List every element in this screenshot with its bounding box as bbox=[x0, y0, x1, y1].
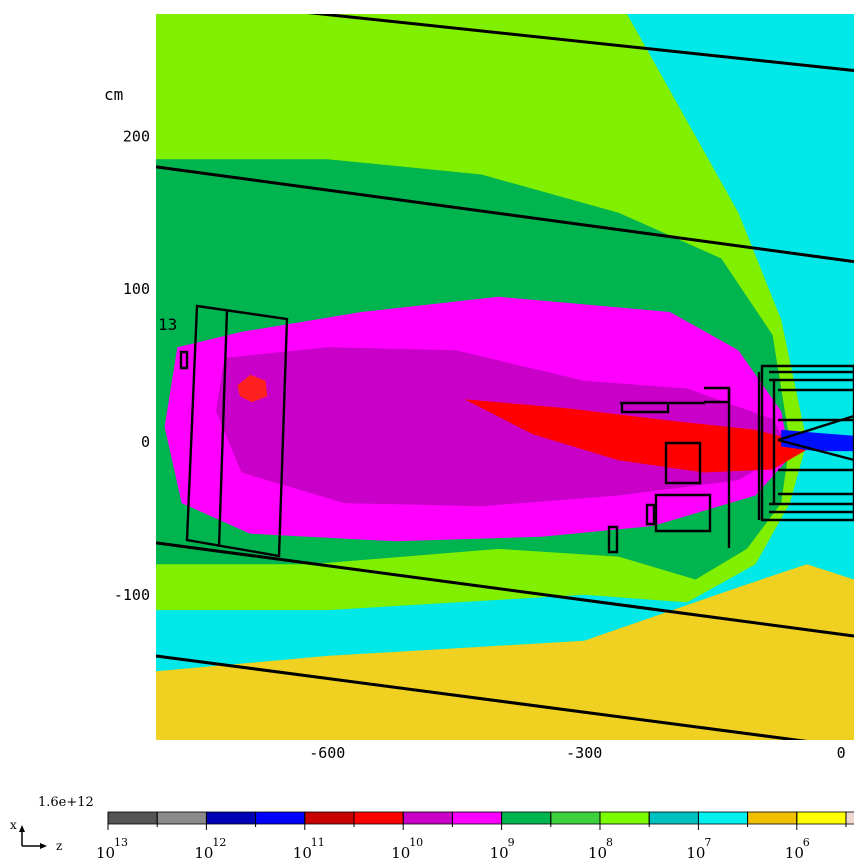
colorbar-segment bbox=[698, 811, 749, 825]
colorbar-label-base: 10 bbox=[686, 844, 705, 862]
heatmap-region-6 bbox=[464, 399, 807, 473]
region-annotation: 13 bbox=[158, 315, 177, 334]
x-tick-label: -300 bbox=[566, 744, 602, 762]
geometry-outline-7 bbox=[664, 441, 702, 485]
y-tick-label: 200 bbox=[123, 127, 150, 145]
geometry-line-0 bbox=[156, 165, 854, 264]
heatmap-region-7 bbox=[237, 374, 268, 403]
y-tick-label: 0 bbox=[141, 433, 150, 451]
colorbar-segment bbox=[304, 811, 355, 825]
heatmap-region-5 bbox=[216, 347, 790, 507]
colorbar-segment bbox=[796, 811, 847, 825]
colorbar-segment bbox=[107, 811, 158, 825]
geometry-lines bbox=[156, 14, 854, 740]
colorbar-segment bbox=[648, 811, 699, 825]
colorbar-segment bbox=[747, 811, 798, 825]
colorbar-label-base: 10 bbox=[391, 844, 410, 862]
colorbar-segment bbox=[255, 811, 306, 825]
y-tick-label: -100 bbox=[114, 586, 150, 604]
geometry-outline-16 bbox=[777, 414, 854, 462]
geometry-outline-4 bbox=[620, 403, 670, 414]
geometry-line-1 bbox=[156, 541, 854, 638]
geometry-outline-0 bbox=[185, 304, 289, 558]
colorbar-label-exponent: 6 bbox=[803, 836, 810, 849]
geometry-outline-15 bbox=[778, 388, 854, 496]
colorbar-label-exponent: 8 bbox=[606, 836, 613, 849]
colorbar-label-base: 10 bbox=[588, 844, 607, 862]
colorbar-segment bbox=[205, 811, 256, 825]
geometry-boxes bbox=[179, 304, 854, 558]
geometry-outline-2 bbox=[179, 350, 189, 370]
colorbar-label-base: 10 bbox=[96, 844, 115, 862]
geometry-outline-12 bbox=[769, 370, 854, 514]
z-axis-indicator-label: z bbox=[56, 839, 62, 853]
colorbar-label-base: 10 bbox=[490, 844, 509, 862]
colorbar-segment bbox=[501, 811, 552, 825]
colorbar-label-base: 10 bbox=[293, 844, 312, 862]
colorbar-segment bbox=[353, 811, 404, 825]
y-unit-label: cm bbox=[104, 85, 123, 104]
axes-indicator: x z bbox=[10, 818, 62, 853]
heatmap-regions bbox=[156, 14, 854, 740]
x-tick-label: 0 bbox=[837, 744, 846, 762]
colorbar-segment bbox=[845, 811, 854, 825]
geometry-line-3 bbox=[307, 14, 854, 73]
colorbar-label-exponent: 11 bbox=[311, 836, 325, 849]
x-ticks: -600 -300 0 bbox=[309, 744, 845, 762]
x-tick-label: -600 bbox=[309, 744, 345, 762]
geometry-outline-10 bbox=[607, 525, 619, 554]
geometry-outline-1 bbox=[217, 309, 229, 548]
colorbar-segment bbox=[599, 811, 650, 825]
geometry-outline-8 bbox=[654, 493, 712, 533]
x-axis-indicator-label: x bbox=[10, 818, 17, 832]
y-tick-label: 100 bbox=[123, 280, 150, 298]
z-arrowhead bbox=[40, 843, 47, 849]
colorbar-max-label: 1.6e+12 bbox=[38, 795, 94, 810]
colorbar-label-exponent: 10 bbox=[409, 836, 423, 849]
colorbar-label-base: 10 bbox=[785, 844, 804, 862]
colorbar-segment bbox=[550, 811, 601, 825]
colorbar-label-exponent: 7 bbox=[704, 836, 711, 849]
x-arrowhead bbox=[19, 825, 25, 832]
colorbar-segment bbox=[451, 811, 502, 825]
colorbar-label-exponent: 13 bbox=[114, 836, 128, 849]
colorbar-segment bbox=[156, 811, 207, 825]
geometry-outline-9 bbox=[645, 503, 656, 526]
colorbar-label-exponent: 9 bbox=[508, 836, 515, 849]
colorbar-label-base: 10 bbox=[194, 844, 213, 862]
geometry-outline-11 bbox=[760, 364, 854, 522]
y-ticks: 200 100 0 -100 bbox=[114, 127, 150, 604]
colorbar-label-exponent: 12 bbox=[212, 836, 226, 849]
colorbar-segment bbox=[402, 811, 453, 825]
geometry-line-2 bbox=[156, 654, 808, 740]
